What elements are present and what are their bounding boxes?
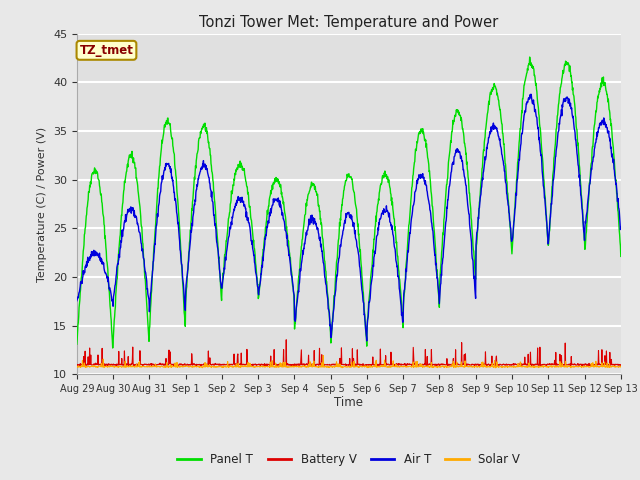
- Solar V: [255, 363, 262, 369]
- Panel T: [255, 291, 263, 297]
- Air T: [255, 292, 262, 298]
- Battery V: [73, 363, 81, 369]
- Battery V: [195, 361, 202, 367]
- Line: Battery V: Battery V: [77, 340, 621, 366]
- Panel T: [553, 120, 561, 126]
- Air T: [434, 275, 442, 281]
- Battery V: [617, 362, 625, 368]
- Solar V: [319, 353, 327, 359]
- Solar V: [553, 364, 561, 370]
- Solar V: [505, 364, 513, 370]
- Solar V: [73, 363, 81, 369]
- Air T: [73, 298, 81, 304]
- Panel T: [195, 147, 202, 153]
- Air T: [180, 300, 188, 306]
- Air T: [194, 180, 202, 186]
- Air T: [527, 91, 534, 97]
- Panel T: [434, 275, 442, 280]
- Battery V: [255, 361, 263, 367]
- Line: Air T: Air T: [77, 94, 621, 341]
- Solar V: [617, 364, 625, 370]
- Air T: [505, 203, 513, 209]
- Battery V: [282, 337, 290, 343]
- Battery V: [181, 361, 189, 367]
- Line: Panel T: Panel T: [77, 57, 621, 348]
- Title: Tonzi Tower Met: Temperature and Power: Tonzi Tower Met: Temperature and Power: [199, 15, 499, 30]
- Panel T: [505, 200, 513, 206]
- Battery V: [130, 363, 138, 369]
- Panel T: [109, 345, 116, 351]
- Text: TZ_tmet: TZ_tmet: [79, 44, 133, 57]
- X-axis label: Time: Time: [334, 396, 364, 408]
- Legend: Panel T, Battery V, Air T, Solar V: Panel T, Battery V, Air T, Solar V: [173, 448, 525, 471]
- Solar V: [492, 365, 499, 371]
- Solar V: [194, 363, 202, 369]
- Air T: [617, 224, 625, 230]
- Y-axis label: Temperature (C) / Power (V): Temperature (C) / Power (V): [37, 126, 47, 282]
- Battery V: [553, 361, 561, 367]
- Battery V: [434, 362, 442, 368]
- Air T: [553, 143, 561, 148]
- Panel T: [526, 54, 534, 60]
- Panel T: [617, 253, 625, 259]
- Panel T: [73, 341, 81, 347]
- Line: Solar V: Solar V: [77, 356, 621, 368]
- Panel T: [181, 320, 189, 325]
- Battery V: [505, 362, 513, 368]
- Solar V: [434, 365, 442, 371]
- Solar V: [180, 364, 188, 370]
- Air T: [363, 338, 371, 344]
